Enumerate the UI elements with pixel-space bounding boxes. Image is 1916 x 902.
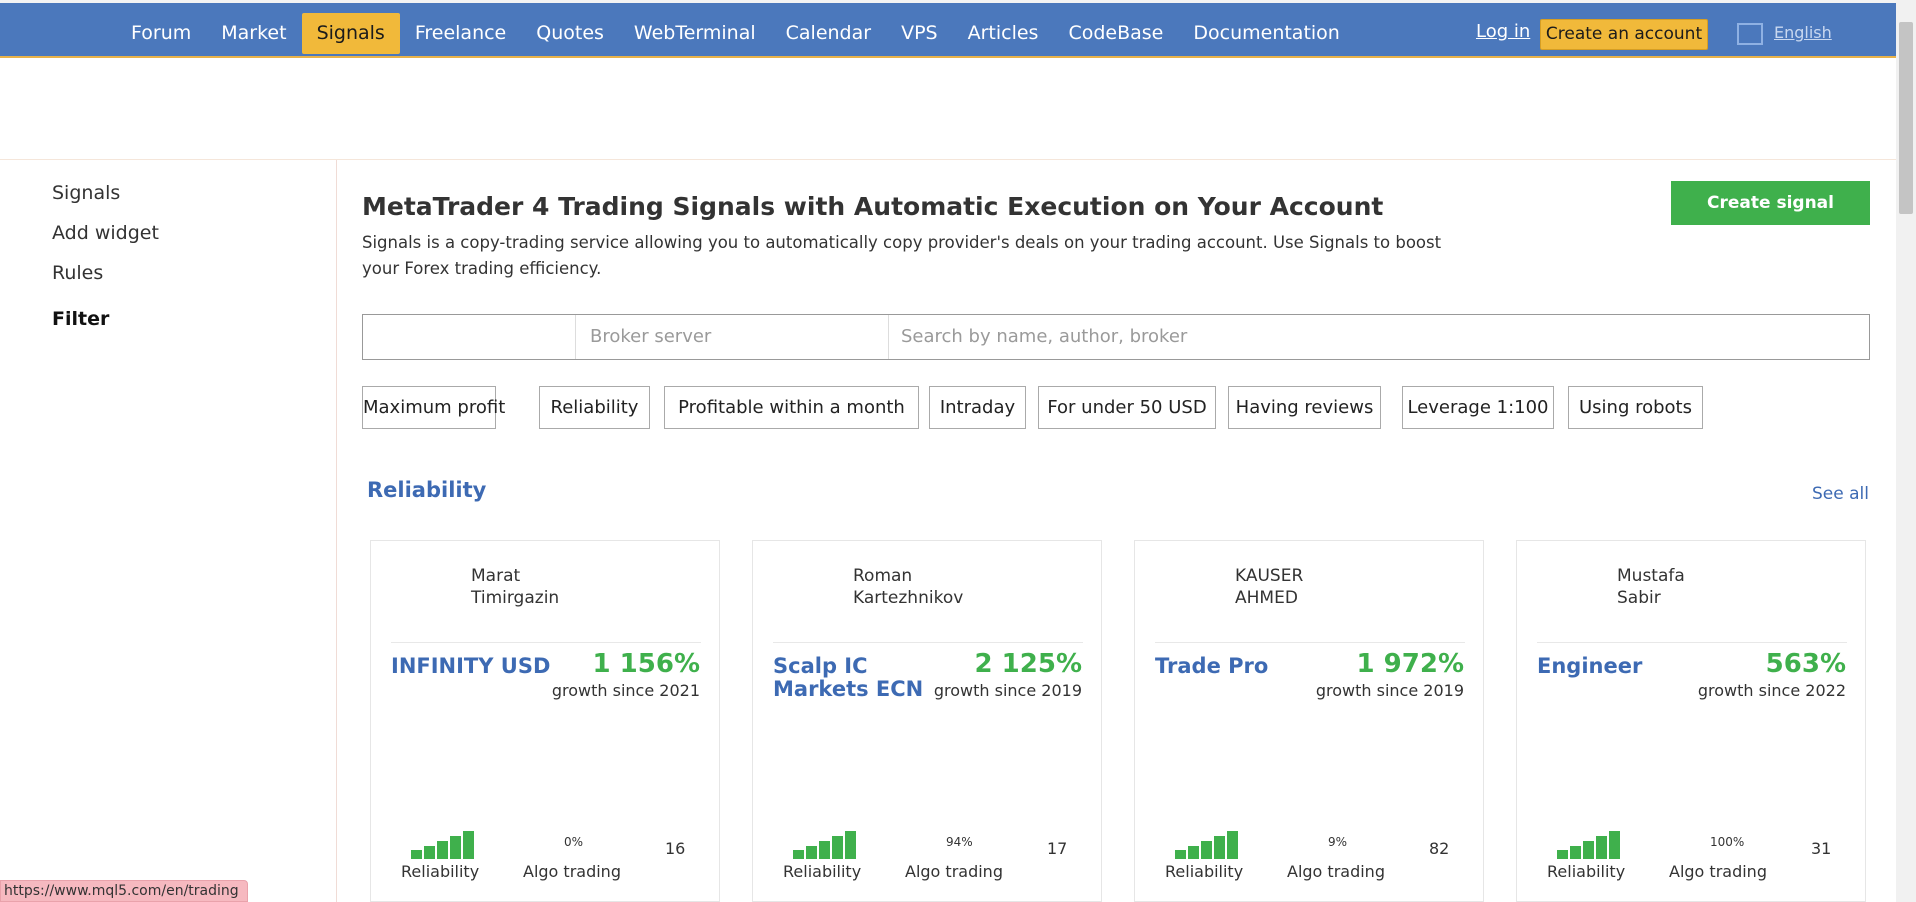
create-account-button[interactable]: Create an account: [1540, 19, 1708, 50]
growth-value: 2 125%: [974, 649, 1082, 679]
subscriber-count: 17: [1047, 839, 1068, 858]
signal-card[interactable]: Mustafa Sabir Engineer 563% growth since…: [1516, 540, 1866, 902]
reliability-label: Reliability: [1547, 862, 1626, 881]
nav-documentation[interactable]: Documentation: [1193, 22, 1340, 44]
reliability-bars-icon: [793, 829, 856, 859]
platform-select[interactable]: [363, 315, 576, 359]
signal-card[interactable]: Roman Kartezhnikov Scalp IC Markets ECN …: [752, 540, 1102, 902]
algo-trading-value: 100%: [1710, 835, 1745, 849]
growth-value: 1 156%: [592, 649, 700, 679]
nav-webterminal[interactable]: WebTerminal: [633, 22, 756, 44]
nav-codebase[interactable]: CodeBase: [1068, 22, 1164, 44]
signal-author[interactable]: Mustafa Sabir: [1617, 565, 1837, 609]
reliability-bars-icon: [411, 829, 474, 859]
nav-quotes[interactable]: Quotes: [536, 22, 604, 44]
nav-freelance[interactable]: Freelance: [414, 22, 507, 44]
author-last-name: Kartezhnikov: [853, 588, 964, 608]
reliability-label: Reliability: [401, 862, 480, 881]
broker-server-input[interactable]: Broker server: [576, 315, 889, 359]
reliability-label: Reliability: [1165, 862, 1244, 881]
chip-using-robots[interactable]: Using robots: [1568, 386, 1703, 429]
algo-trading-value: 94%: [946, 835, 973, 849]
author-first-name: Roman: [853, 566, 913, 586]
search-bar: Broker server Search by name, author, br…: [362, 314, 1870, 360]
growth-value: 563%: [1765, 649, 1846, 679]
signal-name-link[interactable]: Scalp IC Markets ECN: [773, 654, 924, 701]
chip-leverage[interactable]: Leverage 1:100: [1402, 386, 1554, 429]
nav-forum[interactable]: Forum: [131, 22, 192, 44]
signal-author[interactable]: KAUSER AHMED: [1235, 565, 1455, 609]
algo-trading-label: Algo trading: [905, 862, 1003, 881]
growth-label: growth since 2021: [551, 681, 700, 700]
section-title: Reliability: [367, 478, 487, 502]
language-flag-icon[interactable]: [1737, 23, 1763, 45]
status-url: https://www.mql5.com/en/trading: [0, 880, 248, 902]
nav-calendar[interactable]: Calendar: [785, 22, 872, 44]
sidebar-item-rules[interactable]: Rules: [52, 262, 104, 284]
sidebar-item-add-widget[interactable]: Add widget: [52, 222, 159, 244]
sidebar-item-signals[interactable]: Signals: [52, 182, 121, 204]
signal-author[interactable]: Marat Timirgazin: [471, 565, 691, 609]
algo-trading-value: 9%: [1328, 835, 1348, 849]
chip-profitable-within-month[interactable]: Profitable within a month: [664, 386, 919, 429]
growth-label: growth since 2022: [1697, 681, 1846, 700]
reliability-label: Reliability: [783, 862, 862, 881]
signal-card[interactable]: Marat Timirgazin INFINITY USD 1 156% gro…: [370, 540, 720, 902]
card-divider: [391, 642, 701, 643]
page-title: MetaTrader 4 Trading Signals with Automa…: [362, 192, 1384, 221]
reliability-bars-icon: [1557, 829, 1620, 859]
chip-under-50-usd[interactable]: For under 50 USD: [1038, 386, 1216, 429]
sidebar-filter-heading[interactable]: Filter: [52, 308, 110, 330]
scrollbar-thumb[interactable]: [1899, 22, 1913, 214]
nav-articles[interactable]: Articles: [967, 22, 1039, 44]
banner-divider: [0, 159, 1896, 160]
algo-trading-label: Algo trading: [523, 862, 621, 881]
chip-intraday[interactable]: Intraday: [929, 386, 1026, 429]
signal-name-link[interactable]: Engineer: [1537, 654, 1643, 678]
growth-value: 1 972%: [1356, 649, 1464, 679]
see-all-link[interactable]: See all: [1812, 484, 1869, 504]
signal-name-link[interactable]: Trade Pro: [1155, 654, 1269, 678]
chip-maximum-profit[interactable]: Maximum profit: [362, 386, 505, 429]
sidebar: Signals Add widget Rules Filter: [0, 160, 337, 902]
algo-trading-label: Algo trading: [1669, 862, 1767, 881]
author-first-name: Mustafa: [1617, 566, 1685, 586]
reliability-bars-icon: [1175, 829, 1238, 859]
main-nav: Forum Market Signals Freelance Quotes We…: [116, 13, 1355, 54]
algo-trading-label: Algo trading: [1287, 862, 1385, 881]
signal-name-link[interactable]: INFINITY USD: [391, 654, 551, 678]
author-last-name: Sabir: [1617, 588, 1661, 608]
author-first-name: KAUSER: [1235, 566, 1304, 586]
signal-card[interactable]: KAUSER AHMED Trade Pro 1 972% growth sin…: [1134, 540, 1484, 902]
signal-author[interactable]: Roman Kartezhnikov: [853, 565, 1073, 609]
card-divider: [1537, 642, 1847, 643]
subscriber-count: 31: [1811, 839, 1832, 858]
top-navbar: Forum Market Signals Freelance Quotes We…: [0, 0, 1896, 58]
author-last-name: Timirgazin: [471, 588, 560, 608]
page-description: Signals is a copy-trading service allowi…: [362, 233, 1442, 278]
card-divider: [1155, 642, 1465, 643]
algo-trading-value: 0%: [564, 835, 584, 849]
subscriber-count: 16: [665, 839, 686, 858]
vertical-scrollbar[interactable]: [1896, 0, 1916, 902]
nav-vps[interactable]: VPS: [901, 22, 938, 44]
create-signal-button[interactable]: Create signal: [1671, 181, 1870, 225]
author-first-name: Marat: [471, 566, 521, 586]
subscriber-count: 82: [1429, 839, 1450, 858]
nav-signals[interactable]: Signals: [301, 13, 400, 54]
chip-reliability[interactable]: Reliability: [539, 386, 650, 429]
author-last-name: AHMED: [1235, 588, 1298, 608]
growth-label: growth since 2019: [1315, 681, 1464, 700]
login-link[interactable]: Log in: [1476, 21, 1531, 42]
growth-label: growth since 2019: [933, 681, 1082, 700]
card-divider: [773, 642, 1083, 643]
language-link[interactable]: English: [1774, 23, 1832, 42]
search-input[interactable]: Search by name, author, broker: [901, 326, 1188, 347]
chip-having-reviews[interactable]: Having reviews: [1228, 386, 1381, 429]
nav-market[interactable]: Market: [221, 22, 287, 44]
